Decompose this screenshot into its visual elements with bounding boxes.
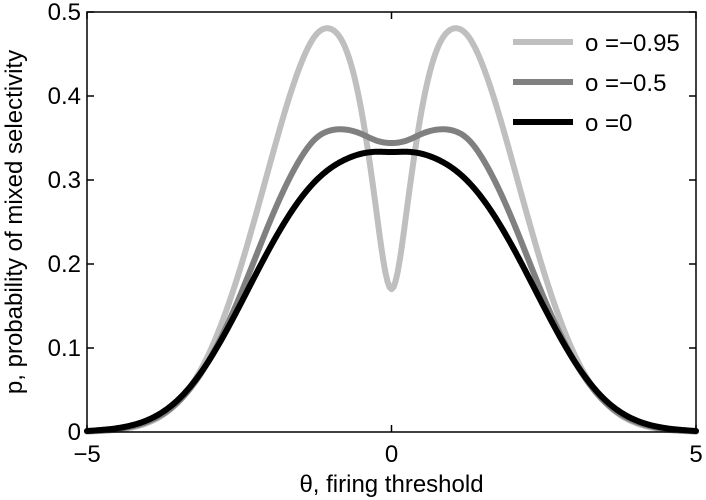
legend: o =−0.95 o =−0.5 o =0: [513, 30, 680, 137]
x-tick-label: 0: [385, 441, 398, 468]
y-tick-label: 0.4: [48, 83, 81, 110]
legend-label-1: o =−0.5: [585, 70, 666, 97]
y-axis-label: p, probability of mixed selectivity: [1, 50, 28, 394]
y-tick-label: 0.3: [48, 167, 81, 194]
series-lines: [84, 25, 699, 435]
x-tick-label: −5: [73, 441, 100, 468]
series-line-1: [84, 126, 699, 435]
y-tick-label: 0.5: [48, 0, 81, 26]
legend-label-0: o =−0.95: [585, 30, 680, 57]
x-tick-label: 5: [689, 441, 702, 468]
axis-ticks: −5 0 500.10.20.30.40.5: [48, 0, 703, 468]
y-tick-label: 0.2: [48, 251, 81, 278]
y-tick-label: 0: [68, 419, 81, 446]
y-tick-label: 0.1: [48, 335, 81, 362]
series-line-2: [84, 148, 699, 434]
legend-label-2: o =0: [585, 110, 632, 137]
x-axis-label: θ, firing threshold: [299, 471, 483, 498]
